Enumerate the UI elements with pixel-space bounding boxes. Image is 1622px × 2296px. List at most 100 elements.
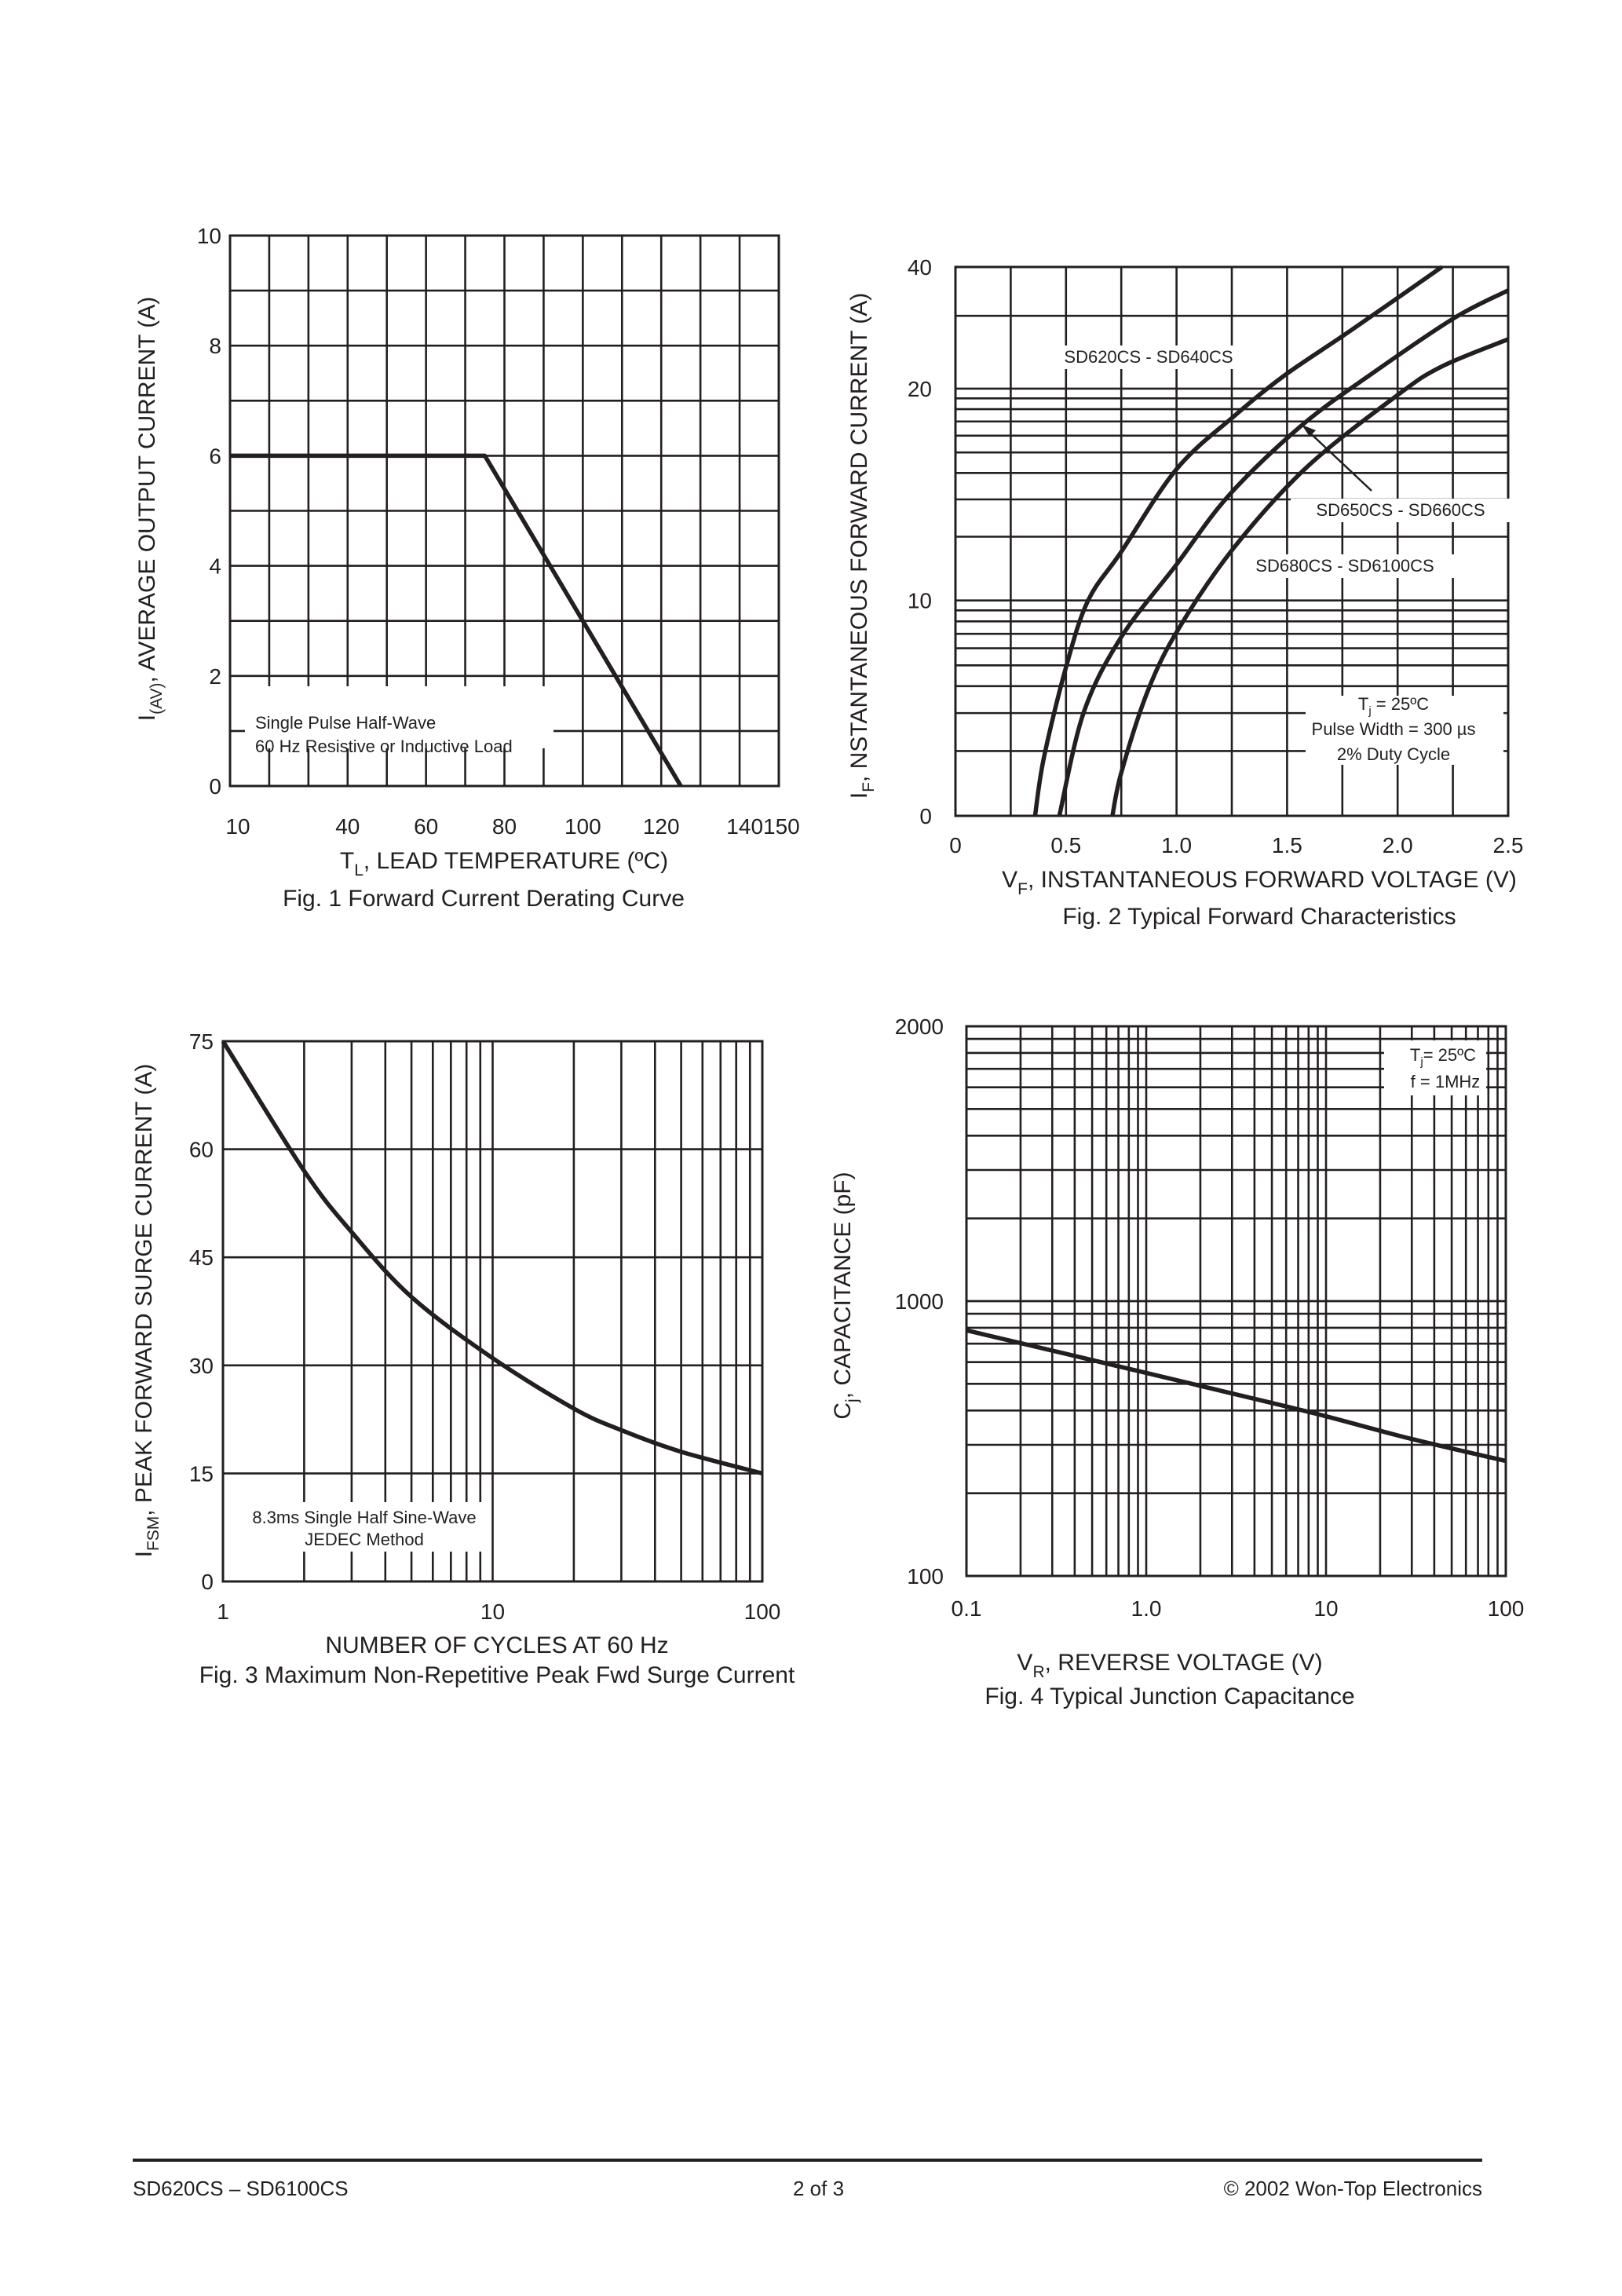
plot-frame: [965, 1025, 1507, 1578]
curve-series-1: [230, 453, 683, 788]
condition-tj-part: = 25ºC: [1372, 694, 1430, 714]
curve-series-1: [966, 1328, 1507, 1464]
x-tick-label: 1.5: [1272, 833, 1302, 857]
x-tick-label: 60: [414, 814, 438, 839]
plot-frame: [954, 265, 1510, 817]
x-axis-label: NUMBER OF CYCLES AT 60 Hz: [325, 1632, 668, 1658]
condition-frequency: f = 1MHz: [1411, 1072, 1481, 1091]
x-tick-label: 10: [225, 814, 250, 839]
annotation-text: 8.3ms Single Half Sine-Wave: [252, 1508, 476, 1527]
y-axis-label: I(AV), AVERAGE OUTPUT CURRENT (A): [134, 297, 166, 722]
y-tick-label: 6: [209, 444, 221, 468]
y-tick-label: 2: [209, 664, 221, 689]
series-label-background: [1235, 554, 1455, 578]
figure-caption: Fig. 4 Typical Junction Capacitance: [985, 1684, 1354, 1709]
y-axis-label-sub: (AV): [148, 682, 166, 714]
condition-tj-part: T: [1358, 694, 1368, 714]
y-axis-label: IF, NSTANTANEOUS FORWARD CURRENT (A): [846, 293, 878, 799]
series-label: SD620CS - SD640CS: [1064, 347, 1233, 367]
condition-duty-cycle: 2% Duty Cycle: [1337, 744, 1450, 764]
annotation-text: Single Pulse Half-Wave: [255, 713, 436, 733]
y-axis-label-sub: FSM: [144, 1516, 163, 1551]
x-axis-label-rest: , INSTANTANEOUS FORWARD VOLTAGE (V): [1028, 867, 1517, 893]
condition-tj-part: T: [1410, 1045, 1420, 1065]
condition-tj: Tj= 25ºC: [1410, 1045, 1476, 1069]
y-axis-label-main: C: [830, 1402, 856, 1420]
x-axis-label: TL, LEAD TEMPERATURE (ºC): [340, 848, 668, 879]
x-tick-label: 1.0: [1161, 833, 1192, 857]
y-tick-label: 8: [209, 334, 221, 358]
y-axis-label-sub: j: [843, 1398, 861, 1403]
x-tick-label: 0.1: [952, 1596, 982, 1621]
y-tick-label: 30: [189, 1354, 214, 1378]
plot-frame: [221, 1040, 764, 1583]
y-tick-label: 100: [907, 1564, 944, 1589]
x-axis-label-rest: , LEAD TEMPERATURE (ºC): [363, 848, 668, 874]
y-axis-label: Cj, CAPACITANCE (pF): [830, 1172, 861, 1419]
arrow-line: [1306, 429, 1372, 492]
figure-3: 0 15 30 45 60 75 1 10 100 IFSM, PEAK FORWARD SURG…: [131, 1029, 795, 1688]
x-axis-label-main: V: [1002, 867, 1017, 893]
x-tick-label: 0: [949, 833, 962, 857]
x-tick-label: 40: [335, 814, 360, 839]
y-axis-label-main: I: [134, 715, 160, 721]
y-axis-label-main: I: [846, 792, 872, 799]
figure-1: 0 2 4 6 8 10 10 40 60 80 100 120 140150 I(AV), AVERAG…: [134, 224, 800, 912]
x-axis-label-sub: R: [1032, 1663, 1044, 1681]
annotation-box: [1384, 1040, 1486, 1095]
y-axis-label: IFSM, PEAK FORWARD SURGE CURRENT (A): [131, 1064, 163, 1558]
y-tick-label: 10: [197, 224, 221, 248]
x-axis-label-sub: L: [354, 861, 363, 879]
y-tick-label: 0: [201, 1570, 214, 1594]
x-tick-label: 10: [1313, 1596, 1338, 1621]
arrow-head-icon: [1302, 425, 1316, 437]
series-label: SD680CS - SD6100CS: [1255, 556, 1434, 576]
series-label-background: [1291, 499, 1511, 522]
y-tick-label: 1000: [895, 1289, 944, 1314]
footer-page-number: 2 of 3: [793, 2177, 845, 2200]
x-tick-label: 0.5: [1050, 833, 1081, 857]
x-tick-label: 2.0: [1383, 833, 1413, 857]
curve-series-1: [221, 1040, 763, 1476]
y-tick-label: 2000: [895, 1015, 944, 1039]
annotation-text: 60 Hz Resistive or Inductive Load: [255, 737, 513, 756]
annotation-box: [245, 686, 553, 748]
x-tick-label: 80: [492, 814, 517, 839]
condition-pulse-width: Pulse Width = 300 µs: [1312, 719, 1476, 739]
y-axis-label-rest: , CAPACITANCE (pF): [830, 1172, 856, 1398]
x-axis-label-main: NUMBER OF CYCLES AT 60 Hz: [325, 1632, 668, 1658]
series-label-background: [1039, 345, 1259, 369]
condition-tj-part: = 25ºC: [1423, 1045, 1476, 1065]
curve-series-2: [1057, 288, 1510, 817]
y-axis-label-rest: , PEAK FORWARD SURGE CURRENT (A): [131, 1064, 157, 1516]
y-axis-label-sub: F: [860, 782, 878, 792]
annotation-box: [225, 1502, 490, 1552]
condition-tj-part: j: [1368, 704, 1371, 718]
x-tick-label: 100: [1488, 1596, 1525, 1621]
y-tick-label: 40: [908, 255, 932, 280]
x-axis-label-sub: F: [1017, 880, 1028, 898]
y-tick-label: 0: [209, 774, 221, 799]
condition-tj: Tj = 25ºC: [1358, 694, 1429, 718]
x-tick-label: 2.5: [1493, 833, 1524, 857]
curve-series-1: [1032, 265, 1444, 817]
x-tick-label: 10: [480, 1600, 505, 1624]
x-axis-label-main: V: [1017, 1650, 1032, 1676]
y-tick-label: 20: [908, 377, 932, 401]
y-tick-label: 60: [189, 1138, 214, 1162]
y-tick-label: 10: [908, 589, 932, 613]
y-axis-label-main: I: [131, 1551, 157, 1557]
annotation-text: JEDEC Method: [305, 1530, 424, 1549]
x-tick-label: 100: [564, 814, 601, 839]
footer-divider: [133, 2159, 1482, 2162]
y-tick-label: 75: [189, 1029, 214, 1054]
plot-frame: [228, 234, 780, 788]
x-tick-label: 1: [217, 1600, 229, 1624]
figure-caption: Fig. 3 Maximum Non-Repetitive Peak Fwd S…: [199, 1662, 795, 1688]
x-axis-label: VF, INSTANTANEOUS FORWARD VOLTAGE (V): [1002, 867, 1517, 898]
y-tick-label: 45: [189, 1245, 214, 1270]
x-tick-label: 100: [744, 1600, 781, 1624]
